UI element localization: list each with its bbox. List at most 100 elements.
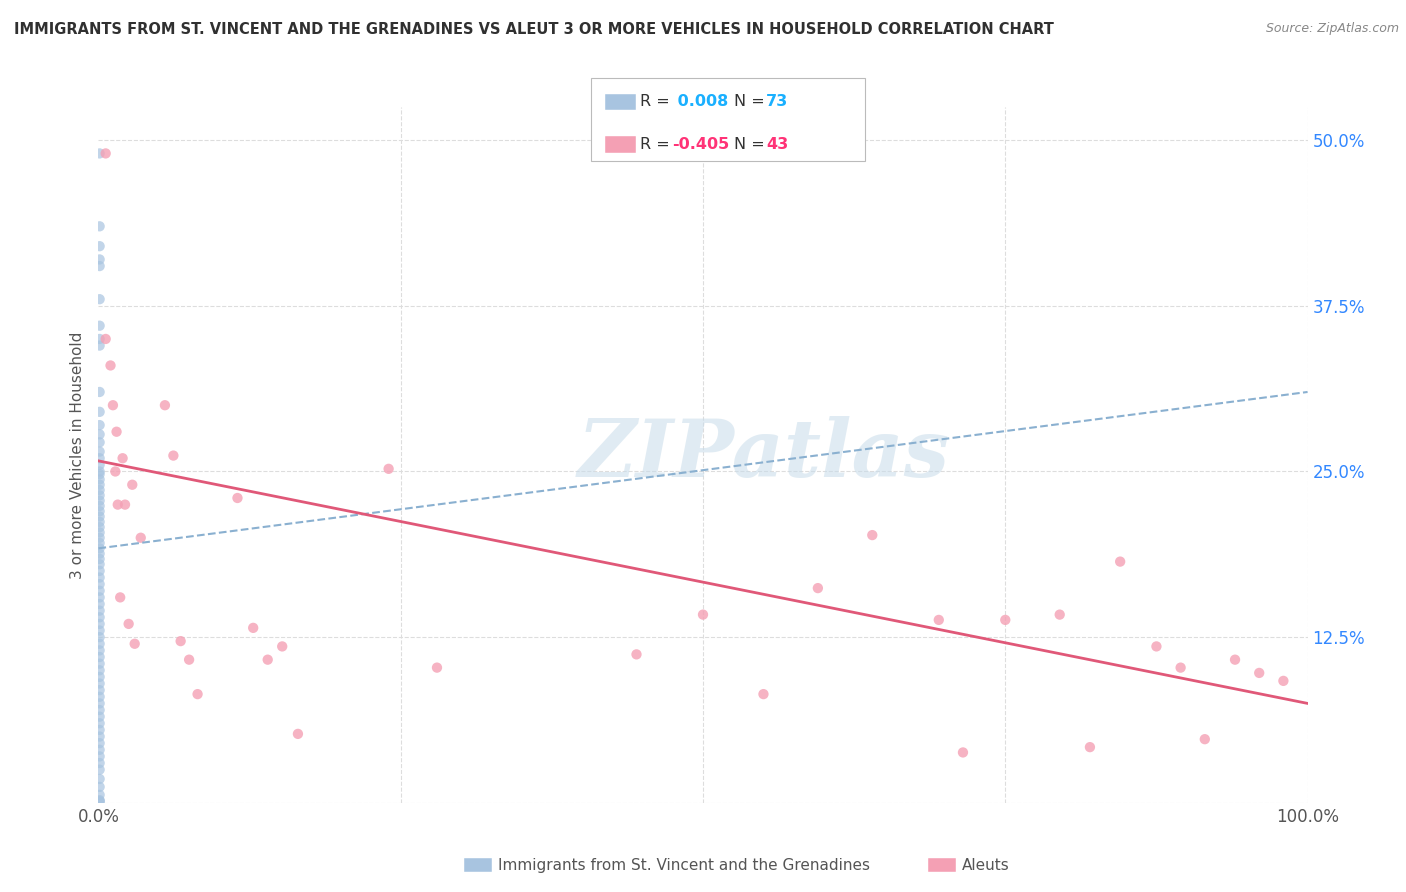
Point: [1272, 673, 1295, 688]
Point: [692, 607, 714, 622]
Point: [89, 405, 111, 419]
Point: [169, 634, 191, 648]
Point: [89, 219, 111, 234]
Point: [1194, 732, 1216, 747]
Point: [107, 498, 129, 512]
Point: [952, 746, 974, 760]
Point: [89, 604, 111, 618]
Point: [89, 531, 111, 545]
Point: [108, 591, 131, 605]
Point: [89, 444, 111, 458]
Point: [89, 637, 111, 651]
Text: R =: R =: [640, 95, 669, 109]
Point: [928, 613, 950, 627]
Point: [89, 583, 111, 598]
Point: [89, 690, 111, 704]
Point: [94, 146, 117, 161]
Point: [101, 398, 124, 412]
Point: [860, 528, 883, 542]
Point: [89, 624, 111, 638]
Point: [89, 332, 111, 346]
Point: [162, 449, 184, 463]
Point: [124, 637, 146, 651]
Point: [89, 467, 111, 482]
Point: [256, 653, 278, 667]
Point: [1049, 607, 1071, 622]
Point: [89, 703, 111, 717]
Text: 73: 73: [766, 95, 789, 109]
Point: [89, 763, 111, 777]
Point: [89, 616, 111, 631]
Point: [89, 756, 111, 770]
Point: [89, 384, 111, 399]
Point: [89, 515, 111, 529]
Point: [94, 332, 117, 346]
Point: [1223, 653, 1246, 667]
Point: [89, 520, 111, 534]
Point: [89, 570, 111, 584]
Point: [89, 650, 111, 665]
Text: N =: N =: [734, 137, 765, 152]
Text: -0.405: -0.405: [672, 137, 730, 152]
Text: R =: R =: [640, 137, 669, 152]
Point: [179, 653, 201, 667]
Text: 43: 43: [766, 137, 789, 152]
Point: [807, 581, 830, 595]
Point: [287, 727, 309, 741]
Point: [89, 318, 111, 333]
Point: [89, 564, 111, 578]
Point: [89, 239, 111, 253]
Point: [89, 504, 111, 518]
Point: [89, 780, 111, 794]
Point: [114, 498, 136, 512]
Point: [187, 687, 209, 701]
Point: [89, 418, 111, 433]
Point: [118, 616, 141, 631]
Point: [89, 146, 111, 161]
Point: [89, 709, 111, 723]
Point: [89, 536, 111, 550]
Point: [153, 398, 176, 412]
Point: [89, 458, 111, 472]
Point: [89, 338, 111, 352]
Point: [100, 359, 122, 373]
Point: [89, 292, 111, 306]
Point: [1109, 555, 1132, 569]
Point: [89, 477, 111, 491]
Text: Immigrants from St. Vincent and the Grenadines: Immigrants from St. Vincent and the Gren…: [498, 858, 870, 872]
Point: [89, 610, 111, 624]
Point: [89, 730, 111, 744]
Point: [89, 547, 111, 561]
Point: [89, 483, 111, 497]
Point: [89, 465, 111, 479]
Point: [89, 793, 111, 807]
Point: [89, 259, 111, 273]
Point: [377, 462, 399, 476]
Text: Aleuts: Aleuts: [962, 858, 1010, 872]
Point: [89, 670, 111, 684]
Point: [89, 736, 111, 750]
Point: [89, 552, 111, 566]
Point: [121, 477, 143, 491]
Point: [89, 591, 111, 605]
Point: [994, 613, 1017, 627]
Point: [426, 660, 449, 674]
Point: [89, 509, 111, 524]
Point: [89, 252, 111, 267]
Text: IMMIGRANTS FROM ST. VINCENT AND THE GRENADINES VS ALEUT 3 OR MORE VEHICLES IN HO: IMMIGRANTS FROM ST. VINCENT AND THE GREN…: [14, 22, 1054, 37]
Y-axis label: 3 or more Vehicles in Household: 3 or more Vehicles in Household: [70, 331, 86, 579]
Point: [89, 558, 111, 572]
Point: [89, 577, 111, 591]
Point: [89, 451, 111, 466]
Point: [89, 663, 111, 677]
Text: N =: N =: [734, 95, 765, 109]
Point: [89, 499, 111, 513]
Point: [271, 640, 294, 654]
Point: [89, 676, 111, 690]
Point: [105, 425, 128, 439]
Point: [89, 472, 111, 486]
Point: [626, 648, 648, 662]
Point: [89, 493, 111, 508]
Point: [89, 716, 111, 731]
Point: [89, 697, 111, 711]
